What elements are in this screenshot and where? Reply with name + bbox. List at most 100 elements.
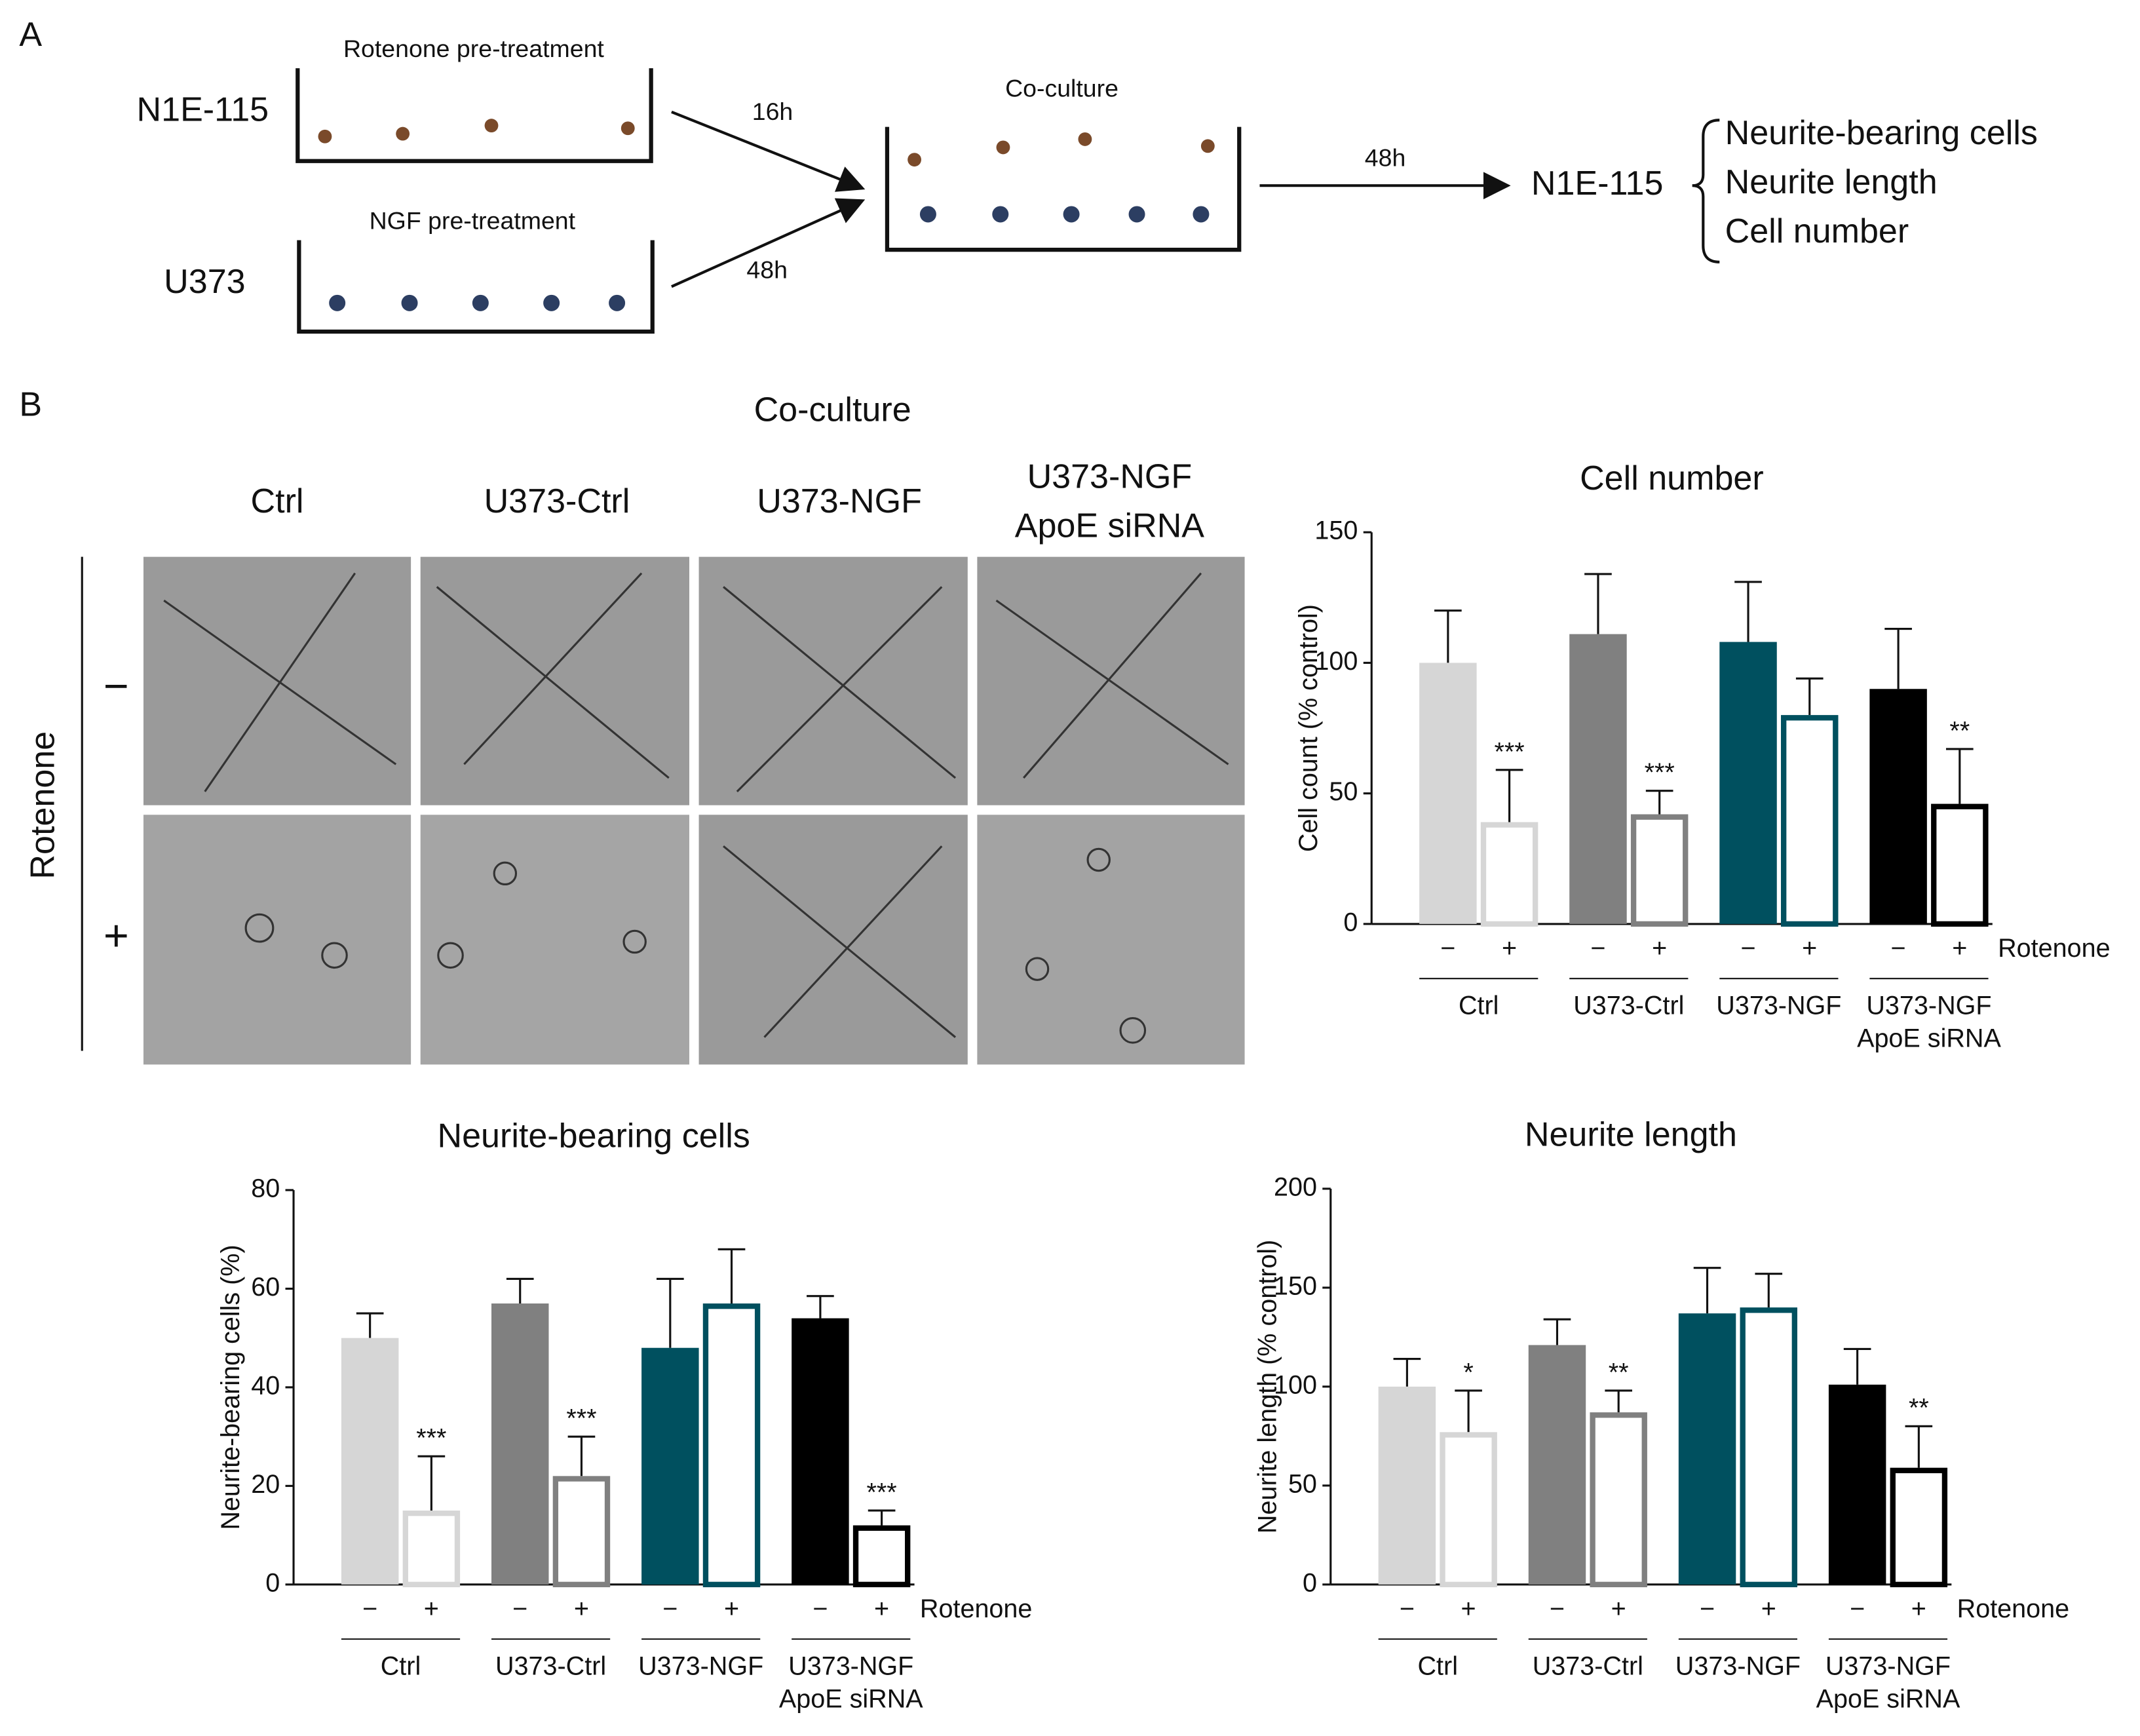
group-label: U373-NGF xyxy=(1825,1651,1951,1680)
x-tick-label: − xyxy=(1400,1594,1415,1623)
group-label: ApoE siRNA xyxy=(779,1684,923,1713)
well-label: Rotenone pre-treatment xyxy=(343,35,604,62)
y-tick-label: 50 xyxy=(1329,777,1358,806)
bar xyxy=(1719,642,1777,924)
section-title: Co-culture xyxy=(754,391,911,429)
group-label: Ctrl xyxy=(1417,1651,1458,1680)
bar xyxy=(1590,1412,1647,1588)
x-tick-label: + xyxy=(1461,1594,1476,1623)
readout: Neurite-bearing cells xyxy=(1725,114,2038,152)
bar xyxy=(491,1303,549,1585)
y-tick-label: 80 xyxy=(251,1174,280,1203)
column-label: U373-Ctrl xyxy=(484,482,630,520)
group-label: Ctrl xyxy=(381,1651,421,1680)
group-label: Ctrl xyxy=(1459,991,1499,1020)
bar xyxy=(852,1525,911,1588)
bar xyxy=(552,1476,611,1588)
x-tick-label: + xyxy=(1611,1594,1626,1623)
significance: ** xyxy=(1949,716,1970,745)
significance: *** xyxy=(867,1478,897,1507)
readout: Cell number xyxy=(1725,212,1909,250)
column-label: U373-NGF xyxy=(1027,458,1193,496)
group-label: U373-NGF xyxy=(1675,1651,1801,1680)
significance: *** xyxy=(416,1424,446,1453)
well xyxy=(885,126,1242,252)
x-tick-label: + xyxy=(1502,934,1517,963)
x-tick-label: + xyxy=(1802,934,1817,963)
significance: * xyxy=(1463,1358,1473,1387)
group-label: ApoE siRNA xyxy=(1857,1024,2001,1052)
panel-label: B xyxy=(19,385,42,423)
group-label: U373-NGF xyxy=(1716,991,1841,1020)
time-label: 48h xyxy=(1365,144,1406,172)
y-tick-label: 50 xyxy=(1288,1469,1317,1498)
arrow xyxy=(671,198,866,288)
bar xyxy=(341,1338,399,1585)
y-axis-label: Neurite-bearing cells (%) xyxy=(216,1244,245,1530)
bar xyxy=(1630,814,1689,927)
panel-label: A xyxy=(19,16,42,54)
y-tick-label: 100 xyxy=(1314,647,1358,676)
x-tick-label: − xyxy=(1550,1594,1565,1623)
chart-title: Neurite-bearing cells xyxy=(438,1117,750,1155)
cell-outlines xyxy=(163,572,1229,1044)
x-tick-label: + xyxy=(1952,934,1967,963)
x-tick-label: − xyxy=(662,1594,678,1623)
cell-line: U373 xyxy=(164,263,245,301)
bar xyxy=(1419,663,1477,924)
x-tick-label: − xyxy=(1850,1594,1865,1623)
significance: *** xyxy=(1645,758,1675,787)
significance: ** xyxy=(1909,1394,1929,1423)
micrographs xyxy=(143,556,1245,1065)
time-label: 16h xyxy=(752,98,793,125)
chart-title: Neurite length xyxy=(1525,1116,1737,1154)
x-tick-label: − xyxy=(1440,934,1455,963)
bar xyxy=(1440,1432,1497,1588)
bar xyxy=(1740,1307,1797,1588)
bar xyxy=(1890,1467,1948,1588)
y-tick-label: 20 xyxy=(251,1470,280,1499)
x-tick-label: − xyxy=(812,1594,828,1623)
x-axis-label: Rotenone xyxy=(1998,934,2111,963)
column-label: ApoE siRNA xyxy=(1015,507,1205,545)
column-label: Ctrl xyxy=(251,482,304,520)
chart-title: Cell number xyxy=(1580,459,1764,497)
y-tick-label: 200 xyxy=(1274,1172,1317,1201)
x-tick-label: − xyxy=(1700,1594,1715,1623)
y-axis-label: Cell count (% control) xyxy=(1294,604,1323,852)
row-label: + xyxy=(104,912,129,960)
x-tick-label: + xyxy=(574,1594,589,1623)
readout: Neurite length xyxy=(1725,163,1938,201)
column-label: U373-NGF xyxy=(757,482,922,520)
significance: ** xyxy=(1609,1358,1629,1387)
group-label: U373-NGF xyxy=(1866,991,1991,1020)
x-tick-label: − xyxy=(1740,934,1755,963)
x-axis-label: Rotenone xyxy=(920,1594,1033,1623)
group-label: U373-Ctrl xyxy=(495,1651,606,1680)
x-tick-label: + xyxy=(724,1594,739,1623)
bar xyxy=(641,1347,699,1585)
x-axis-label: Rotenone xyxy=(1957,1594,2070,1623)
well xyxy=(296,68,653,163)
bar xyxy=(792,1318,849,1585)
row-label: − xyxy=(104,662,129,710)
group-label: U373-NGF xyxy=(788,1651,913,1680)
group-label: U373-Ctrl xyxy=(1573,991,1684,1020)
y-tick-label: 150 xyxy=(1274,1271,1317,1300)
bar xyxy=(1828,1384,1886,1585)
x-tick-label: + xyxy=(874,1594,889,1623)
x-tick-label: − xyxy=(362,1594,377,1623)
y-tick-label: 150 xyxy=(1314,516,1358,545)
y-tick-label: 0 xyxy=(265,1568,280,1597)
bar xyxy=(1781,715,1839,927)
group-label: U373-Ctrl xyxy=(1533,1651,1643,1680)
y-tick-label: 0 xyxy=(1303,1568,1317,1597)
x-tick-label: + xyxy=(424,1594,439,1623)
x-tick-label: − xyxy=(1590,934,1605,963)
bar xyxy=(1569,634,1627,924)
bar xyxy=(1678,1313,1736,1585)
bar xyxy=(1480,822,1538,927)
bar xyxy=(702,1303,761,1588)
